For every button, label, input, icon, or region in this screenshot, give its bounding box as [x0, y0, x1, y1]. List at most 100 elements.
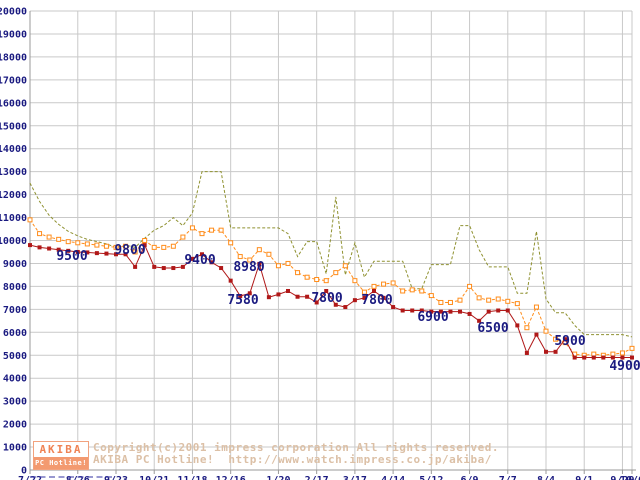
y-axis-tick-label: 3000: [3, 397, 27, 408]
logo-akiba-text: AKIBA: [34, 442, 88, 457]
red-solid-line-marker: [171, 266, 176, 271]
copyright-notice: Copyright(c)2001 impress corporation All…: [93, 441, 499, 466]
y-axis-tick-label: 10000: [0, 236, 27, 247]
red-solid-line-marker: [85, 250, 90, 255]
orange-dashed-line-marker: [342, 263, 348, 269]
red-solid-line-marker: [496, 308, 501, 313]
data-point-label: 6500: [477, 321, 508, 336]
data-point-label: 9800: [114, 243, 145, 258]
orange-dashed-line-marker: [46, 234, 52, 240]
red-solid-line-marker: [228, 278, 233, 283]
orange-dashed-line-marker: [199, 231, 205, 237]
red-solid-line-marker: [391, 305, 396, 310]
orange-dashed-line-marker: [361, 289, 367, 295]
red-solid-line-marker: [75, 249, 80, 254]
red-solid-line-marker: [66, 248, 71, 253]
red-solid-line-marker: [56, 247, 61, 252]
red-solid-line-marker: [180, 264, 185, 269]
red-solid-line-marker: [37, 245, 42, 250]
data-point-label: 7800: [311, 291, 342, 306]
red-solid-line-marker: [123, 252, 128, 257]
red-solid-line-marker: [372, 288, 376, 293]
red-solid-line-marker: [381, 295, 386, 300]
y-axis-tick-label: 13000: [0, 167, 27, 178]
x-axis-tick-label: 9/29: [610, 475, 634, 480]
orange-dashed-line-marker: [170, 243, 176, 249]
red-solid-line-marker: [142, 243, 147, 248]
y-axis-tick-label: 19000: [0, 29, 27, 40]
red-solid-line-marker: [563, 337, 568, 342]
red-solid-line-marker: [515, 323, 520, 328]
orange-dashed-line-marker: [371, 283, 377, 289]
red-solid-line-marker: [133, 264, 138, 269]
orange-dashed-line-marker: [237, 254, 243, 260]
red-solid-line-marker: [601, 355, 606, 360]
y-axis-tick-label: 16000: [0, 98, 27, 109]
y-axis-tick-label: 17000: [0, 75, 27, 86]
red-solid-line-marker: [524, 350, 529, 355]
orange-dashed-line-marker: [161, 244, 167, 250]
red-solid-line-marker: [362, 295, 367, 300]
red-solid-line-marker: [620, 355, 625, 360]
orange-dashed-line-marker: [180, 234, 186, 240]
x-axis-tick-label: 5/12: [419, 475, 443, 480]
red-solid-line-marker: [28, 243, 32, 248]
orange-dashed-line-marker: [381, 281, 387, 287]
orange-dashed-line-marker: [323, 278, 329, 284]
red-solid-line-marker: [276, 292, 281, 297]
orange-dashed-line-marker: [533, 304, 539, 310]
red-solid-line-marker: [47, 246, 52, 251]
y-axis-tick-label: 11000: [0, 213, 27, 224]
red-solid-line-marker: [467, 311, 472, 316]
x-axis-tick-label: 6/9: [461, 475, 479, 480]
x-axis-tick-label: 2/17: [305, 475, 329, 480]
y-axis-tick-label: 2000: [3, 420, 27, 431]
x-axis-tick-label: 10/21: [139, 475, 169, 480]
red-solid-line-marker: [630, 355, 634, 360]
orange-dashed-line-marker: [84, 241, 90, 247]
orange-dashed-line-marker: [228, 240, 234, 246]
red-solid-line-marker: [448, 309, 453, 314]
red-solid-line-marker: [266, 295, 271, 300]
orange-dashed-line-marker: [256, 247, 262, 253]
orange-dashed-line-marker: [275, 263, 281, 269]
orange-dashed-line-marker: [285, 260, 291, 266]
x-axis-tick-label: 11/18: [177, 475, 207, 480]
red-solid-line-marker: [429, 309, 434, 314]
x-axis-tick-label: 1/20: [266, 475, 290, 480]
orange-dashed-line: [29, 219, 633, 356]
red-solid-line-marker: [505, 308, 510, 313]
orange-dashed-line-marker: [56, 236, 62, 242]
red-solid-line-marker: [486, 309, 491, 314]
x-axis-tick-label: 12/16: [216, 475, 246, 480]
orange-dashed-line-marker: [610, 351, 616, 357]
orange-dashed-line-marker: [304, 274, 310, 280]
orange-dashed-line-marker: [113, 244, 119, 250]
y-axis-tick-label: 15000: [0, 121, 27, 132]
data-point-label: 7800: [361, 293, 392, 308]
orange-dashed-line-marker: [209, 227, 215, 233]
watermark: AKIBA PC Hotline! Copyright(c)2001 impre…: [30, 441, 499, 478]
red-solid-line-marker: [333, 302, 338, 307]
orange-dashed-line-marker: [400, 288, 406, 294]
y-axis-tick-label: 14000: [0, 144, 27, 155]
x-axis-tick-label: 9/1: [575, 475, 593, 480]
orange-dashed-line-marker: [27, 217, 33, 223]
y-axis-tick-label: 18000: [0, 52, 27, 63]
orange-dashed-line-marker: [151, 244, 157, 250]
orange-dashed-line-marker: [591, 351, 597, 357]
orange-dashed-line-marker: [142, 238, 148, 243]
red-solid-line-marker: [591, 355, 596, 360]
red-solid-line-marker: [324, 288, 329, 293]
orange-dashed-line-marker: [314, 277, 320, 283]
red-solid-line-marker: [114, 252, 118, 257]
red-solid-line-marker: [534, 332, 539, 337]
x-axis-tick-label: 10/6: [620, 475, 640, 480]
red-solid-line-marker: [200, 252, 204, 257]
y-axis-tick-label: 1000: [3, 443, 27, 454]
red-solid-line-marker: [410, 308, 415, 313]
y-axis-tick-label: 5000: [3, 351, 27, 362]
orange-dashed-line-marker: [189, 225, 195, 231]
orange-dashed-line-marker: [524, 325, 530, 331]
red-solid-line-marker: [94, 251, 99, 256]
